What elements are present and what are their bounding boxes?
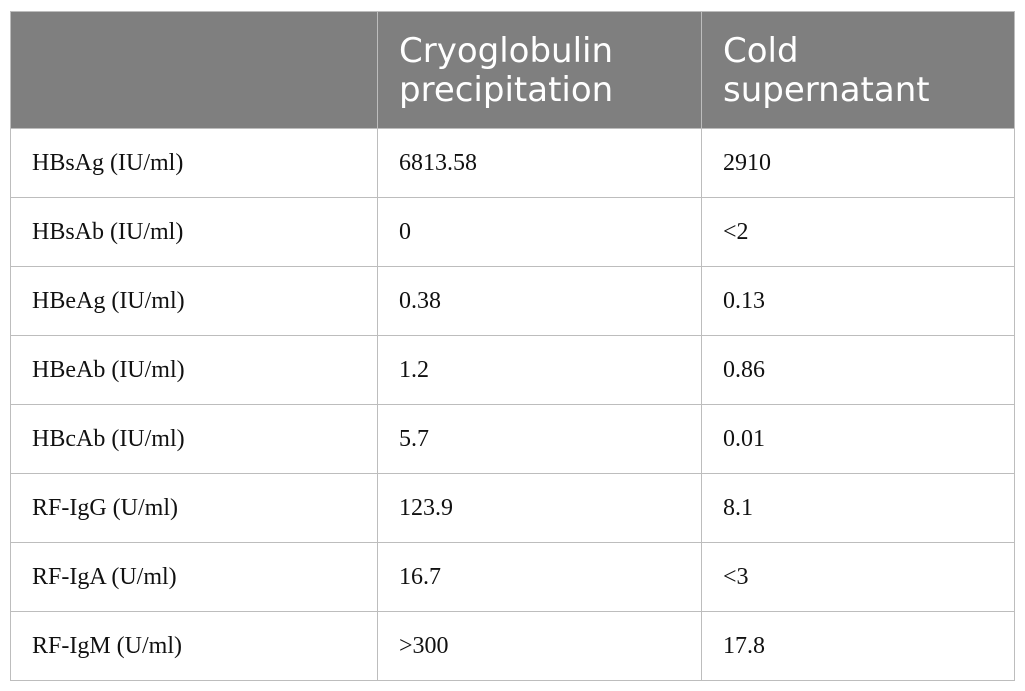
table-row: HBeAb (IU/ml) 1.2 0.86 [10, 335, 1015, 405]
table-row: HBsAb (IU/ml) 0 <2 [10, 197, 1015, 267]
table-row: HBsAg (IU/ml) 6813.58 2910 [10, 128, 1015, 198]
precipitation-value: 5.7 [377, 404, 702, 474]
row-label: HBsAb (IU/ml) [10, 197, 378, 267]
results-table: Cryoglobulin precipitation Cold supernat… [10, 11, 1015, 681]
supernatant-value: 0.86 [701, 335, 1015, 405]
supernatant-value: 17.8 [701, 611, 1015, 681]
row-label: HBsAg (IU/ml) [10, 128, 378, 198]
supernatant-value: <3 [701, 542, 1015, 612]
header-cryoglobulin-precipitation: Cryoglobulin precipitation [377, 11, 702, 129]
precipitation-value: 0.38 [377, 266, 702, 336]
row-label: HBcAb (IU/ml) [10, 404, 378, 474]
row-label: HBeAb (IU/ml) [10, 335, 378, 405]
table-row: RF-IgG (U/ml) 123.9 8.1 [10, 473, 1015, 543]
precipitation-value: 123.9 [377, 473, 702, 543]
table-row: HBcAb (IU/ml) 5.7 0.01 [10, 404, 1015, 474]
header-empty-cell [10, 11, 378, 129]
table-row: RF-IgM (U/ml) >300 17.8 [10, 611, 1015, 681]
table-body: HBsAg (IU/ml) 6813.58 2910 HBsAb (IU/ml)… [10, 128, 1015, 681]
header-cold-supernatant: Cold supernatant [701, 11, 1015, 129]
supernatant-value: 8.1 [701, 473, 1015, 543]
precipitation-value: 16.7 [377, 542, 702, 612]
row-label: HBeAg (IU/ml) [10, 266, 378, 336]
row-label: RF-IgM (U/ml) [10, 611, 378, 681]
supernatant-value: 2910 [701, 128, 1015, 198]
supernatant-value: <2 [701, 197, 1015, 267]
table-row: RF-IgA (U/ml) 16.7 <3 [10, 542, 1015, 612]
precipitation-value: 0 [377, 197, 702, 267]
precipitation-value: 1.2 [377, 335, 702, 405]
header-row: Cryoglobulin precipitation Cold supernat… [10, 11, 1015, 129]
precipitation-value: 6813.58 [377, 128, 702, 198]
table-header: Cryoglobulin precipitation Cold supernat… [10, 11, 1015, 129]
supernatant-value: 0.01 [701, 404, 1015, 474]
row-label: RF-IgG (U/ml) [10, 473, 378, 543]
supernatant-value: 0.13 [701, 266, 1015, 336]
precipitation-value: >300 [377, 611, 702, 681]
table-row: HBeAg (IU/ml) 0.38 0.13 [10, 266, 1015, 336]
row-label: RF-IgA (U/ml) [10, 542, 378, 612]
